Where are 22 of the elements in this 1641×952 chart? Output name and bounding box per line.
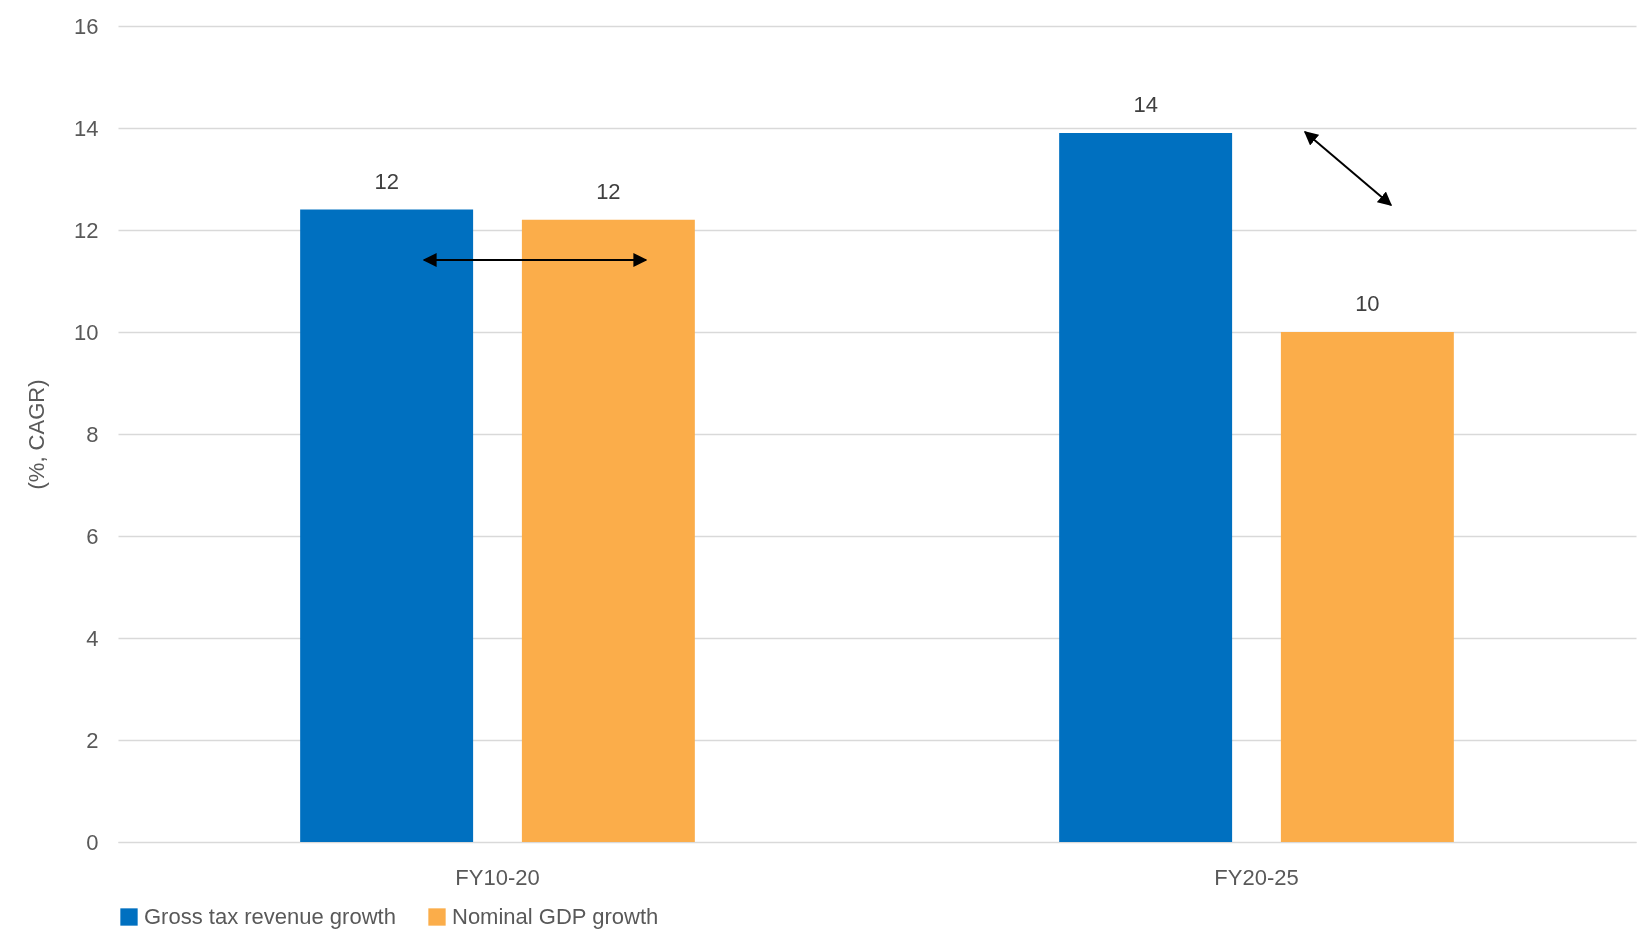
y-tick-label: 10 — [74, 319, 99, 345]
bar — [1280, 332, 1454, 842]
y-tick-label: 14 — [74, 115, 99, 141]
y-tick-label: 0 — [86, 829, 99, 855]
data-label: 12 — [374, 168, 399, 194]
y-axis-title: (%, CAGR) — [24, 379, 50, 490]
legend-label: Nominal GDP growth — [452, 904, 659, 929]
data-label: 10 — [1355, 291, 1380, 316]
x-tick-label: FY10-20 — [455, 864, 540, 890]
bar — [1059, 133, 1233, 842]
y-tick-label: 4 — [86, 625, 99, 651]
bar — [521, 219, 695, 842]
data-label: 14 — [1133, 92, 1158, 118]
legend-label: Gross tax revenue growth — [144, 904, 396, 929]
y-tick-label: 16 — [74, 13, 99, 39]
data-label: 12 — [596, 178, 621, 204]
y-tick-label: 2 — [86, 727, 99, 753]
y-tick-label: 12 — [74, 217, 99, 243]
x-tick-label: FY20-25 — [1214, 864, 1299, 890]
bar — [300, 209, 474, 842]
y-tick-label: 8 — [86, 421, 99, 447]
y-tick-label: 6 — [86, 523, 99, 549]
